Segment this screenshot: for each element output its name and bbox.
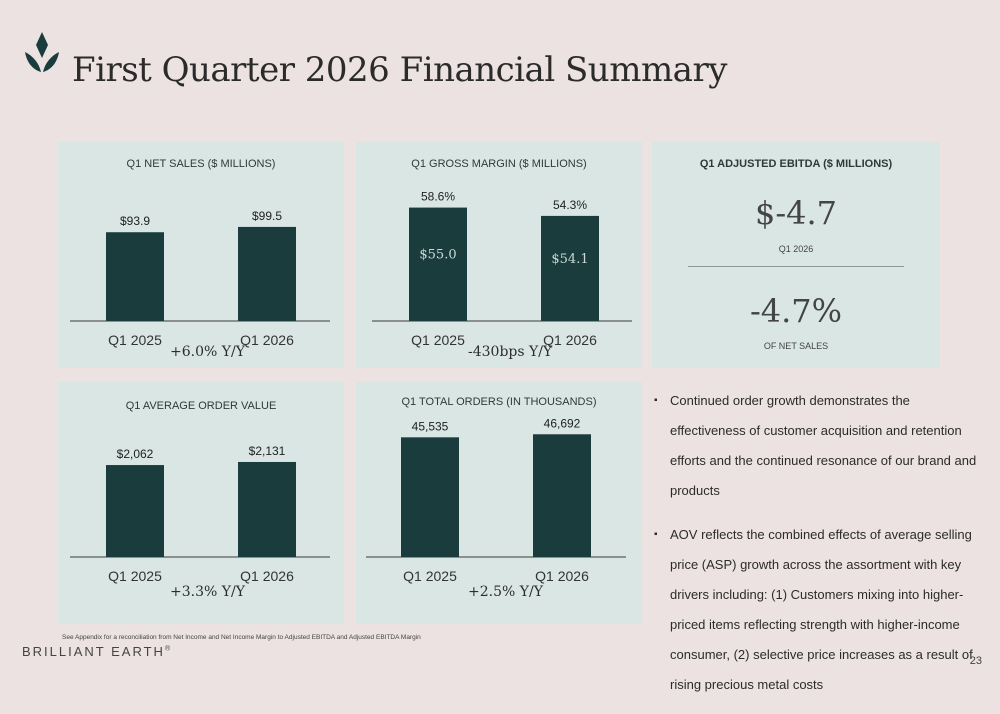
brand-name: BRILLIANT EARTH — [22, 644, 165, 659]
data-label: $2,131 — [249, 444, 286, 458]
adjusted-ebitda-panel: Q1 ADJUSTED EBITDA ($ MILLIONS) $-4.7 Q1… — [652, 142, 940, 368]
commentary-list: Continued order growth demonstrates the … — [654, 386, 984, 714]
adjusted-ebitda-title: Q1 ADJUSTED EBITDA ($ MILLIONS) — [699, 158, 893, 170]
bar — [533, 434, 591, 557]
net-sales-yoy: +6.0% Y/Y — [170, 344, 245, 360]
divider — [688, 266, 904, 267]
adjusted-ebitda-margin-caption: OF NET SALES — [763, 341, 829, 351]
commentary-item: AOV reflects the combined effects of ave… — [654, 520, 984, 700]
orders-chart: 45,535 Q1 2025 46,692 Q1 2026 — [366, 416, 626, 584]
data-label: 58.6% — [421, 190, 455, 204]
net-sales-title: Q1 NET SALES ($ MILLIONS) — [126, 158, 276, 170]
brand-logo-icon — [25, 32, 59, 72]
x-tick-label: Q1 2026 — [240, 332, 294, 348]
net-sales-chart: $93.9 Q1 2025 $99.5 Q1 2026 — [70, 209, 330, 348]
aov-title: Q1 AVERAGE ORDER VALUE — [125, 400, 277, 412]
bar — [409, 207, 467, 321]
orders-panel: Q1 TOTAL ORDERS (IN THOUSANDS) 45,535 Q1 … — [356, 382, 642, 624]
adjusted-ebitda-margin: -4.7% — [749, 292, 843, 330]
data-label: 45,535 — [412, 419, 449, 433]
data-label: 54.3% — [553, 198, 587, 212]
bar — [106, 465, 164, 557]
bar — [106, 232, 164, 321]
x-tick-label: Q1 2025 — [411, 332, 465, 348]
x-tick-label: Q1 2025 — [403, 568, 457, 584]
x-tick-label: Q1 2026 — [543, 332, 597, 348]
gross-margin-title: Q1 GROSS MARGIN ($ MILLIONS) — [411, 158, 587, 170]
gross-margin-panel: Q1 GROSS MARGIN ($ MILLIONS) 58.6% $55.0 Q… — [356, 142, 642, 368]
net-sales-panel: Q1 NET SALES ($ MILLIONS) $93.9 Q1 2025 $9… — [58, 142, 344, 368]
bar — [238, 226, 296, 321]
aov-chart: $2,062 Q1 2025 $2,131 Q1 2026 — [70, 444, 330, 584]
brand-wordmark: BRILLIANT EARTH® — [22, 644, 172, 659]
footnote: See Appendix for a reconciliation from N… — [62, 634, 421, 641]
orders-title: Q1 TOTAL ORDERS (IN THOUSANDS) — [401, 396, 597, 408]
aov-panel: Q1 AVERAGE ORDER VALUE $2,062 Q1 2025 $2,1… — [58, 382, 344, 624]
bar — [541, 215, 599, 321]
commentary-item: Continued order growth demonstrates the … — [654, 386, 984, 506]
x-tick-label: Q1 2025 — [108, 568, 162, 584]
data-label: $93.9 — [120, 214, 150, 228]
page-title: First Quarter 2026 Financial Summary — [72, 50, 727, 90]
bar — [238, 461, 296, 557]
inner-data-label: $54.1 — [551, 252, 588, 267]
data-label: $2,062 — [117, 447, 154, 461]
data-label: $99.5 — [252, 209, 282, 223]
x-tick-label: Q1 2026 — [535, 568, 589, 584]
aov-yoy: +3.3% Y/Y — [170, 584, 245, 600]
page-number: 23 — [969, 655, 982, 667]
gross-margin-chart: 58.6% $55.0 Q1 2025 54.3% $54.1 Q1 2026 — [372, 190, 632, 348]
bar — [401, 437, 459, 557]
gross-margin-yoy: -430bps Y/Y — [468, 344, 553, 360]
x-tick-label: Q1 2026 — [240, 568, 294, 584]
adjusted-ebitda-value: $-4.7 — [754, 194, 838, 232]
brand-registered-mark: ® — [164, 645, 173, 653]
orders-yoy: +2.5% Y/Y — [468, 584, 543, 600]
data-label: 46,692 — [544, 416, 581, 430]
adjusted-ebitda-value-caption: Q1 2026 — [778, 244, 814, 254]
inner-data-label: $55.0 — [419, 248, 456, 263]
x-tick-label: Q1 2025 — [108, 332, 162, 348]
